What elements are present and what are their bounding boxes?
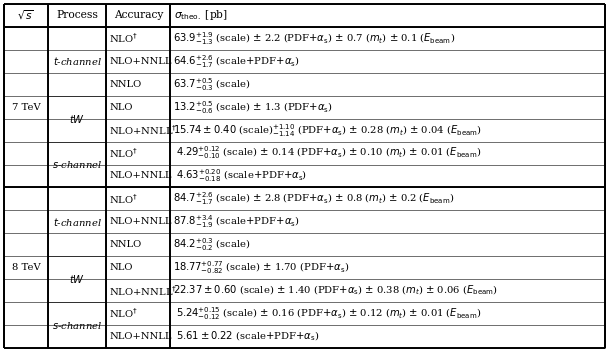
Text: $18.77^{+0.77}_{-0.82}$ (scale) $\pm$ 1.70 (PDF$+\alpha_{\mathrm{s}}$): $18.77^{+0.77}_{-0.82}$ (scale) $\pm$ 1.… xyxy=(174,259,350,276)
Text: NLO+NNLL: NLO+NNLL xyxy=(109,218,172,226)
Text: NLO+NNLL: NLO+NNLL xyxy=(109,171,172,181)
Text: $s$-channel: $s$-channel xyxy=(52,159,102,170)
Text: $5.61 \pm 0.22$ (scale$+$PDF$+\alpha_{\mathrm{s}}$): $5.61 \pm 0.22$ (scale$+$PDF$+\alpha_{\m… xyxy=(177,330,320,343)
Text: NLO: NLO xyxy=(109,103,133,112)
Text: $4.63^{+0.20}_{-0.18}$ (scale$+$PDF$+\alpha_{\mathrm{s}}$): $4.63^{+0.20}_{-0.18}$ (scale$+$PDF$+\al… xyxy=(177,168,308,184)
Bar xyxy=(48,188,106,256)
Text: $s$-channel: $s$-channel xyxy=(52,320,102,331)
Text: $15.74 \pm 0.40$ (scale)$^{+1.10}_{-1.14}$ (PDF$+\alpha_{\mathrm{s}}$) $\pm$ 0.2: $15.74 \pm 0.40$ (scale)$^{+1.10}_{-1.14… xyxy=(174,122,482,139)
Text: NLO+NNLL$^{\dagger}$: NLO+NNLL$^{\dagger}$ xyxy=(109,284,177,297)
Bar xyxy=(4,188,48,348)
Text: NNLO: NNLO xyxy=(109,240,141,249)
Bar xyxy=(48,302,106,348)
Text: $63.9^{+1.9}_{-1.3}$ (scale) $\pm$ 2.2 (PDF$+\alpha_{\mathrm{s}}$) $\pm$ 0.7 ($m: $63.9^{+1.9}_{-1.3}$ (scale) $\pm$ 2.2 (… xyxy=(174,30,456,47)
Text: NLO$^{\dagger}$: NLO$^{\dagger}$ xyxy=(109,31,138,45)
Text: NNLO: NNLO xyxy=(109,80,141,89)
Text: 7 TeV: 7 TeV xyxy=(12,103,40,112)
Text: NLO$^{\dagger}$: NLO$^{\dagger}$ xyxy=(109,307,138,321)
Text: $5.24^{+0.15}_{-0.12}$ (scale) $\pm$ 0.16 (PDF$+\alpha_{\mathrm{s}}$) $\pm$ 0.12: $5.24^{+0.15}_{-0.12}$ (scale) $\pm$ 0.1… xyxy=(177,305,482,322)
Text: $63.7^{+0.5}_{-0.3}$ (scale): $63.7^{+0.5}_{-0.3}$ (scale) xyxy=(174,76,251,93)
Text: $84.2^{+0.3}_{-0.2}$ (scale): $84.2^{+0.3}_{-0.2}$ (scale) xyxy=(174,237,251,253)
Text: NLO+NNLL$^{\dagger}$: NLO+NNLL$^{\dagger}$ xyxy=(109,123,177,137)
Text: NLO+NNLL: NLO+NNLL xyxy=(109,57,172,66)
Text: $t$-channel: $t$-channel xyxy=(52,55,102,67)
Text: NLO$^{\dagger}$: NLO$^{\dagger}$ xyxy=(109,192,138,206)
Text: $84.7^{+2.6}_{-1.7}$ (scale) $\pm$ 2.8 (PDF$+\alpha_{\mathrm{s}}$) $\pm$ 0.8 ($m: $84.7^{+2.6}_{-1.7}$ (scale) $\pm$ 2.8 (… xyxy=(174,190,455,207)
Text: $tW$: $tW$ xyxy=(69,113,85,125)
Text: NLO+NNLL: NLO+NNLL xyxy=(109,332,172,341)
Bar xyxy=(48,27,106,96)
Text: $t$-channel: $t$-channel xyxy=(52,216,102,228)
Text: 8 TeV: 8 TeV xyxy=(12,263,40,272)
Text: Process: Process xyxy=(56,11,98,20)
Text: NLO$^{\dagger}$: NLO$^{\dagger}$ xyxy=(109,146,138,160)
Text: NLO: NLO xyxy=(109,263,133,272)
Text: $13.2^{+0.5}_{-0.6}$ (scale) $\pm$ 1.3 (PDF$+\alpha_{\mathrm{s}}$): $13.2^{+0.5}_{-0.6}$ (scale) $\pm$ 1.3 (… xyxy=(174,99,334,115)
Text: $87.8^{+3.4}_{-1.9}$ (scale$+$PDF$+\alpha_{\mathrm{s}}$): $87.8^{+3.4}_{-1.9}$ (scale$+$PDF$+\alph… xyxy=(174,213,300,230)
Text: $tW$: $tW$ xyxy=(69,273,85,285)
Bar xyxy=(4,27,48,188)
Bar xyxy=(48,142,106,188)
Text: $22.37 \pm 0.60$ (scale) $\pm$ 1.40 (PDF$+\alpha_{\mathrm{s}}$) $\pm$ 0.38 ($m_t: $22.37 \pm 0.60$ (scale) $\pm$ 1.40 (PDF… xyxy=(174,284,498,297)
Text: $64.6^{+2.6}_{-1.7}$ (scale$+$PDF$+\alpha_{\mathrm{s}}$): $64.6^{+2.6}_{-1.7}$ (scale$+$PDF$+\alph… xyxy=(174,53,300,70)
Text: Accuracy: Accuracy xyxy=(114,11,163,20)
Bar xyxy=(48,96,106,142)
Text: $\sqrt{s}$: $\sqrt{s}$ xyxy=(18,9,35,22)
Text: $\sigma_{\mathrm{theo.}}$ [pb]: $\sigma_{\mathrm{theo.}}$ [pb] xyxy=(174,8,228,23)
Text: $4.29^{+0.12}_{-0.10}$ (scale) $\pm$ 0.14 (PDF$+\alpha_{\mathrm{s}}$) $\pm$ 0.10: $4.29^{+0.12}_{-0.10}$ (scale) $\pm$ 0.1… xyxy=(177,145,482,162)
Bar xyxy=(48,256,106,302)
